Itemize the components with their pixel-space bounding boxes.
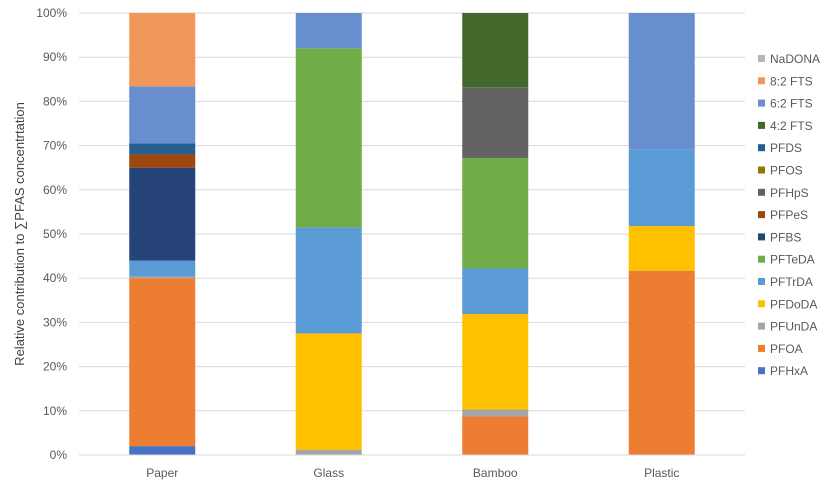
y-tick-label: 20% [43, 360, 67, 374]
legend-swatch [758, 166, 765, 174]
bar-segment-pfdoda [295, 333, 362, 450]
bar-segment-pfoa [462, 416, 529, 455]
legend-swatch [758, 300, 765, 308]
y-tick-label: 80% [43, 94, 67, 108]
bar-segment-6-2-fts [129, 86, 196, 144]
legend-label: PFDS [770, 141, 802, 155]
legend-label: PFDoDA [770, 297, 817, 311]
x-axis-ticks: Paper Glass Bamboo Plastic [146, 466, 679, 480]
y-tick-label: 70% [43, 139, 67, 153]
bar-segment-pfoa [628, 270, 695, 455]
legend-label: PFHxA [770, 364, 808, 378]
y-tick-label: 100% [36, 6, 67, 20]
bar-segment-pfhps [462, 87, 529, 158]
y-tick-label: 10% [43, 404, 67, 418]
legend-label: 6:2 FTS [770, 97, 813, 111]
bar-segment-pfds [129, 143, 196, 155]
legend-swatch [758, 233, 765, 241]
legend-swatch [758, 367, 765, 375]
bar-segment-pfpes [129, 154, 196, 168]
x-tick-label: Bamboo [473, 466, 518, 480]
legend-label: PFUnDA [770, 320, 817, 334]
bar-segment-pfdoda [462, 314, 529, 410]
legend-swatch [758, 144, 765, 152]
bar-segment-pfunda [462, 409, 529, 417]
legend-label: PFTeDA [770, 253, 815, 267]
y-tick-label: 30% [43, 315, 67, 329]
bar-segment-pftrda [129, 260, 196, 277]
y-tick-label: 60% [43, 183, 67, 197]
bar-segment-pfhxa [129, 446, 196, 455]
y-tick-label: 50% [43, 227, 67, 241]
legend-label: PFOS [770, 164, 803, 178]
y-tick-label: 90% [43, 50, 67, 64]
bar-segment-6-2-fts [295, 13, 362, 49]
bar-segment-pfdoda [628, 226, 695, 271]
legend-label: 8:2 FTS [770, 74, 813, 88]
y-axis-ticks: 0% 10% 20% 30% 40% 50% 60% 70% 80% 90% 100% [36, 6, 67, 462]
legend-swatch [758, 322, 765, 330]
bar-segment-pftrda [628, 149, 695, 227]
legend-label: PFOA [770, 342, 803, 356]
legend-swatch [758, 211, 765, 219]
legend-label: NaDONA [770, 52, 820, 66]
legend-swatch [758, 278, 765, 285]
legend-swatch [758, 188, 765, 196]
bar-segment-pftrda [295, 227, 362, 334]
bar-segment-4-2-fts [462, 13, 529, 88]
legend-swatch [758, 99, 765, 107]
y-axis-label: Relative contribution to ∑PFAS concentrt… [12, 102, 27, 366]
bar-segment-pfbs [129, 167, 196, 261]
bar-segment-pfteda [462, 157, 529, 269]
legend-swatch [758, 55, 765, 62]
legend-label: 4:2 FTS [770, 119, 813, 133]
legend-swatch [758, 344, 765, 352]
y-tick-label: 0% [50, 448, 68, 462]
legend-swatch [758, 121, 765, 129]
legend-swatch [758, 77, 765, 85]
bar-segment-pfunda [129, 276, 196, 279]
legend-label: PFHpS [770, 186, 809, 200]
x-tick-label: Plastic [644, 466, 679, 480]
legend-label: PFBS [770, 230, 801, 244]
bars [129, 13, 695, 455]
legend: NaDONA 8:2 FTS 6:2 FTS 4:2 FTS PFDS PFOS PFHpS… [758, 52, 820, 378]
bar-segment-pfteda [295, 48, 362, 228]
bar-segment-8-2-fts [129, 13, 196, 87]
legend-label: PFTrDA [770, 275, 813, 289]
bar-segment-pfunda [295, 449, 362, 455]
bar-segment-pftrda [462, 268, 529, 315]
legend-swatch [758, 255, 765, 263]
bar-segment-pfoa [129, 278, 196, 447]
y-tick-label: 40% [43, 271, 67, 285]
x-tick-label: Paper [146, 466, 178, 480]
legend-label: PFPeS [770, 208, 808, 222]
bar-segment-6-2-fts [628, 13, 695, 150]
x-tick-label: Glass [313, 466, 344, 480]
